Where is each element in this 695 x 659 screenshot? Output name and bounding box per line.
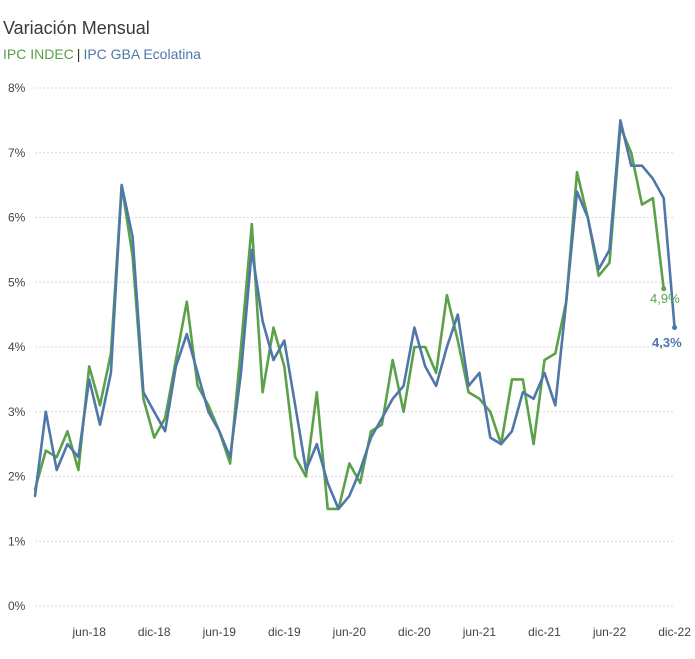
end-label-ipc-indec: 4,9% <box>650 291 680 306</box>
x-tick-label: jun-19 <box>202 625 237 639</box>
series-end-point-0 <box>661 286 667 292</box>
x-tick-label: jun-21 <box>462 625 497 639</box>
x-tick-label: jun-18 <box>72 625 107 639</box>
y-tick-label: 6% <box>8 211 26 225</box>
y-tick-label: 8% <box>8 81 26 95</box>
y-tick-label: 5% <box>8 275 26 289</box>
x-tick-label: dic-18 <box>138 625 171 639</box>
x-tick-label: jun-22 <box>592 625 627 639</box>
y-tick-label: 1% <box>8 534 26 548</box>
end-label-ipc-gba-ecolatina: 4,3% <box>652 335 682 350</box>
x-tick-label: dic-19 <box>268 625 301 639</box>
series-line-0 <box>33 125 666 511</box>
x-tick-label: dic-21 <box>528 625 561 639</box>
x-tick-label: dic-20 <box>398 625 431 639</box>
chart-title: Variación Mensual <box>3 18 150 38</box>
y-tick-label: 2% <box>8 470 26 484</box>
x-tick-label: jun-20 <box>332 625 367 639</box>
legend-ipc-indec: IPC INDEC <box>3 46 74 62</box>
y-tick-label: 3% <box>8 405 26 419</box>
legend-separator: | <box>76 46 81 62</box>
x-tick-label: dic-22 <box>658 625 691 639</box>
chart-subtitle-legend: IPC INDEC | IPC GBA Ecolatina <box>3 46 201 62</box>
y-tick-label: 7% <box>8 146 26 160</box>
series-line-1 <box>33 119 676 511</box>
series-end-point-1 <box>672 325 678 331</box>
y-tick-label: 4% <box>8 340 26 354</box>
y-tick-label: 0% <box>8 599 26 613</box>
legend-ipc-gba-ecolatina: IPC GBA Ecolatina <box>83 46 201 62</box>
